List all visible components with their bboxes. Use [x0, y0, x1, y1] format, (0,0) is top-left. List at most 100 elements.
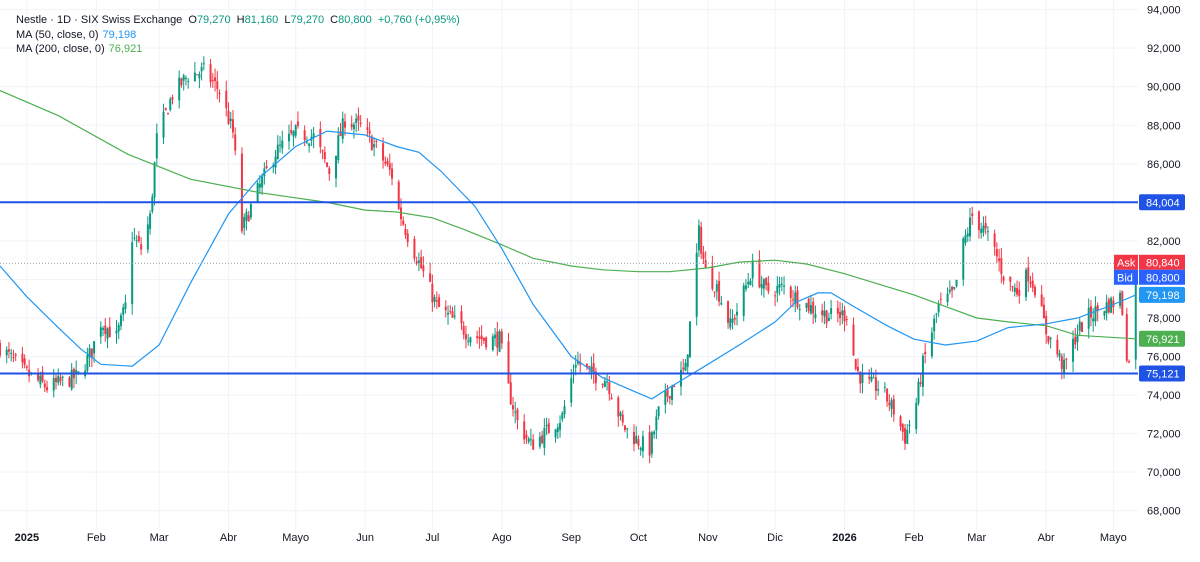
candle-body — [1045, 315, 1048, 335]
candle-body — [341, 118, 344, 139]
candle-body — [561, 413, 564, 420]
candle-body — [462, 325, 465, 335]
high-label: H — [236, 14, 245, 26]
candle-body — [543, 427, 546, 448]
candle-body — [639, 448, 642, 451]
candle-body — [545, 424, 548, 427]
candle-body — [668, 395, 671, 399]
candle-body — [563, 406, 566, 415]
x-tick-label: Abr — [220, 532, 237, 544]
candle-body — [854, 359, 857, 369]
candle-body — [1128, 361, 1131, 363]
candle-body — [279, 144, 282, 146]
quote-value: 80,840 — [1146, 257, 1180, 269]
candle-body — [653, 431, 656, 435]
candle-body — [39, 375, 42, 385]
candle-body — [290, 129, 293, 134]
candle-body — [883, 386, 886, 388]
candle-body — [1087, 307, 1090, 329]
ma50-legend[interactable]: MA (50, close, 0) 79,198 — [16, 28, 460, 43]
candle-body — [977, 211, 980, 231]
candle-body — [57, 375, 60, 383]
candle-body — [1080, 322, 1083, 332]
candle-body — [404, 228, 407, 235]
open-value: 79,270 — [196, 14, 231, 26]
candle-body — [402, 220, 405, 225]
candle-body — [1024, 269, 1027, 298]
candle-body — [852, 324, 855, 356]
candle-body — [762, 279, 765, 289]
candle-body — [919, 382, 922, 384]
y-tick-label: 76,000 — [1147, 352, 1181, 364]
price-badges: 84,004 75,121 Ask 80,840 Bid 80,800 79,198 76,9… — [1114, 194, 1185, 382]
candle-body — [664, 391, 667, 405]
candle-body — [77, 371, 80, 373]
candle-body — [104, 325, 107, 335]
open-label: O — [188, 14, 197, 26]
ma50-value: 79,198 — [102, 28, 137, 41]
candle-body — [1040, 294, 1043, 307]
candle-body — [1076, 334, 1079, 342]
candle-body — [211, 80, 214, 82]
candle-body — [1065, 358, 1068, 360]
candle-body — [155, 133, 158, 159]
candle-body — [749, 280, 752, 285]
candle-body — [619, 412, 622, 417]
candle-body — [514, 411, 517, 413]
time-axis[interactable]: 2025 Feb Mar Abr Mayo Jun Jul Ago Sep Oct Nov Dic 20… — [15, 532, 1127, 544]
candle-body — [182, 75, 185, 81]
change-value: +0,760 (+0,95%) — [377, 14, 460, 26]
candle-body — [774, 295, 777, 297]
candle-body — [93, 341, 96, 354]
candle-body — [574, 364, 577, 368]
ma200-legend[interactable]: MA (200, close, 0) 76,921 — [16, 42, 460, 57]
candle-body — [7, 349, 10, 352]
quote-value-bg — [1139, 269, 1185, 285]
candle-body — [373, 144, 376, 148]
candle-body — [422, 265, 425, 272]
candle-body — [319, 128, 322, 148]
level-badge: 84,004 — [1146, 197, 1180, 209]
candle-body — [117, 324, 120, 332]
x-tick-label: Mayo — [1100, 532, 1127, 544]
candle-body — [263, 168, 266, 177]
candle-body — [666, 388, 669, 397]
candle-body — [216, 81, 219, 89]
candle-body — [603, 381, 606, 387]
candle-body — [149, 213, 152, 229]
candle-body — [890, 399, 893, 409]
candle-body — [924, 351, 927, 354]
candle-body — [140, 244, 143, 250]
candle-body — [982, 225, 985, 233]
candle-body — [904, 428, 907, 444]
candle-body — [937, 303, 940, 313]
ma50-badge-bg — [1139, 286, 1185, 303]
y-tick-label: 86,000 — [1147, 159, 1181, 171]
candle-body — [711, 266, 714, 289]
candle-body — [874, 377, 877, 391]
close-label: C — [330, 14, 339, 26]
symbol-name[interactable]: Nestle — [16, 14, 48, 26]
candle-body — [187, 80, 190, 82]
candle-body — [765, 278, 768, 286]
candle-body — [966, 233, 969, 237]
candle-body — [962, 238, 965, 280]
candle-body — [1094, 306, 1097, 322]
candle-body — [99, 327, 102, 337]
candle-body — [624, 425, 627, 431]
candle-body — [673, 385, 676, 388]
candle-body — [933, 318, 936, 332]
candle-body — [1011, 286, 1014, 288]
candle-body — [767, 282, 770, 292]
candle-body — [776, 285, 779, 294]
candle-body — [1092, 318, 1095, 322]
candle-body — [747, 281, 750, 285]
high-value: 81,160 — [244, 14, 279, 26]
candle-body — [538, 436, 541, 447]
candle-body — [1112, 300, 1115, 308]
interval-label[interactable]: 1D — [56, 14, 72, 26]
candle-body — [946, 293, 949, 303]
candle-body — [146, 224, 149, 250]
